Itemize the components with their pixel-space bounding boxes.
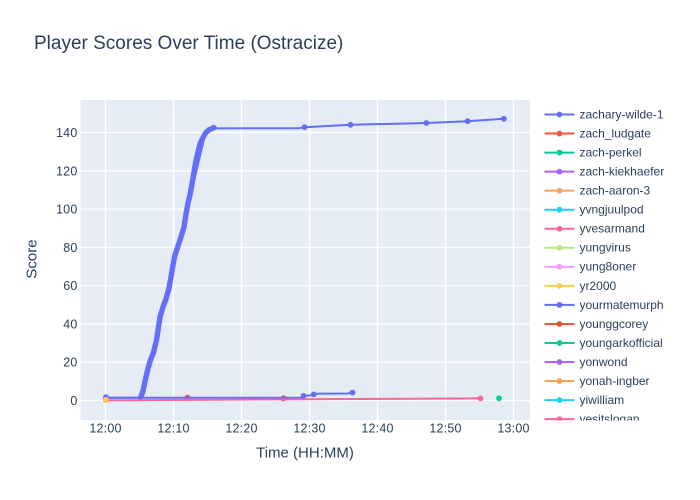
svg-text:younggcorey: younggcorey — [580, 317, 649, 331]
svg-text:yr2000: yr2000 — [580, 279, 617, 293]
svg-text:12:20: 12:20 — [225, 422, 257, 436]
svg-text:20: 20 — [63, 356, 77, 370]
svg-text:yesitslogan: yesitslogan — [580, 412, 640, 426]
svg-text:yvngjuulpod: yvngjuulpod — [580, 203, 644, 217]
svg-text:zach-kiekhaefer: zach-kiekhaefer — [580, 165, 665, 179]
svg-text:12:40: 12:40 — [361, 422, 393, 436]
svg-text:Player Scores Over Time (Ostra: Player Scores Over Time (Ostracize) — [34, 33, 343, 54]
svg-text:12:00: 12:00 — [89, 422, 121, 436]
svg-text:yonwond: yonwond — [580, 355, 628, 369]
svg-text:12:30: 12:30 — [293, 422, 325, 436]
svg-text:zach-aaron-3: zach-aaron-3 — [580, 184, 651, 198]
svg-text:60: 60 — [63, 279, 77, 293]
svg-text:40: 40 — [63, 317, 77, 331]
svg-text:yungvirus: yungvirus — [580, 241, 631, 255]
svg-text:0: 0 — [70, 394, 77, 408]
svg-text:yiwilliam: yiwilliam — [580, 393, 625, 407]
svg-text:Time (HH:MM): Time (HH:MM) — [256, 445, 354, 462]
svg-text:yung8oner: yung8oner — [580, 260, 637, 274]
svg-text:80: 80 — [63, 241, 77, 255]
svg-text:Score: Score — [24, 239, 41, 278]
svg-text:12:50: 12:50 — [429, 422, 461, 436]
svg-text:yonah-ingber: yonah-ingber — [580, 374, 650, 388]
svg-text:100: 100 — [56, 203, 77, 217]
svg-text:yvesarmand: yvesarmand — [580, 222, 645, 236]
svg-text:zach-perkel: zach-perkel — [580, 145, 642, 159]
svg-text:zach_ludgate: zach_ludgate — [580, 126, 652, 140]
svg-text:120: 120 — [56, 164, 77, 178]
svg-text:13:00: 13:00 — [497, 422, 529, 436]
svg-text:yourmatemurph: yourmatemurph — [580, 298, 664, 312]
svg-text:12:10: 12:10 — [157, 422, 189, 436]
svg-text:zachary-wilde-1: zachary-wilde-1 — [580, 107, 664, 121]
svg-text:youngarkofficial: youngarkofficial — [580, 336, 663, 350]
svg-text:140: 140 — [56, 126, 77, 140]
